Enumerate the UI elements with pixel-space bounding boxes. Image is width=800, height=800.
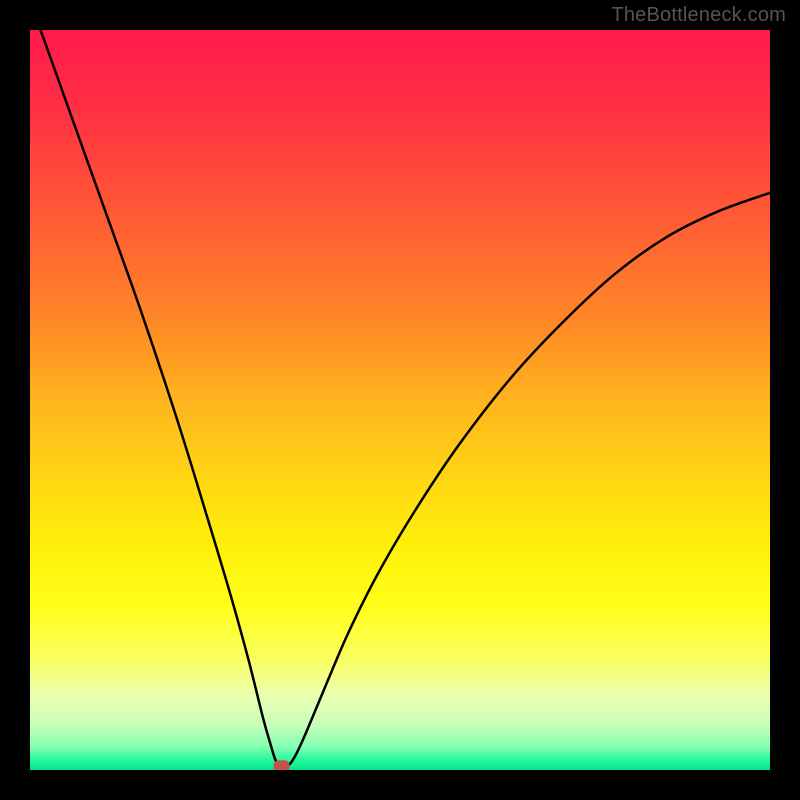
gradient-background bbox=[30, 30, 770, 770]
chart-plot-area bbox=[30, 30, 770, 770]
minimum-marker bbox=[274, 760, 290, 770]
chart-svg bbox=[30, 30, 770, 770]
watermark-text: TheBottleneck.com bbox=[611, 4, 786, 27]
